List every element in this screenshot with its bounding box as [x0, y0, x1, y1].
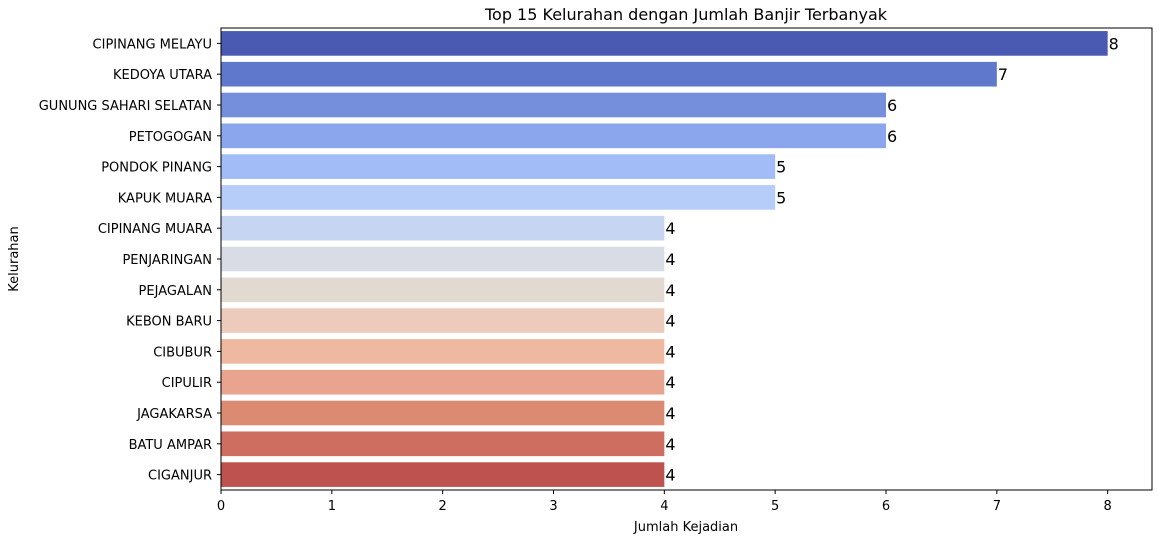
x-tick-label: 7	[993, 499, 1001, 514]
bars-group	[221, 31, 1108, 487]
y-tick-label: CIBUBUR	[153, 345, 212, 360]
data-label: 5	[776, 158, 786, 177]
data-label: 4	[665, 466, 675, 485]
x-ticks: 0 1 2 3 4 5 6 7 8	[217, 490, 1112, 514]
bar	[221, 308, 665, 333]
data-label: 4	[665, 404, 675, 423]
y-tick-label: PEJAGALAN	[139, 284, 212, 299]
data-label: 4	[665, 219, 675, 238]
bar	[221, 92, 886, 118]
y-tick-label: CIPINANG MELAYU	[93, 37, 212, 52]
x-tick-label: 3	[549, 499, 557, 514]
data-label: 4	[665, 312, 675, 331]
data-label: 6	[887, 127, 897, 146]
bar	[221, 339, 665, 364]
data-label: 5	[776, 188, 786, 207]
bar	[221, 369, 665, 395]
bar	[221, 185, 776, 210]
bar	[221, 154, 776, 179]
data-label: 8	[1109, 34, 1119, 53]
y-tick-label: KAPUK MUARA	[118, 191, 212, 206]
y-axis-label: Kelurahan	[7, 226, 22, 291]
x-tick-label: 1	[328, 499, 336, 514]
data-label: 7	[998, 65, 1008, 84]
bar	[221, 462, 665, 487]
x-tick-label: 5	[771, 499, 779, 514]
plot-frame	[220, 27, 1153, 491]
data-label: 4	[665, 373, 675, 392]
data-label: 6	[887, 96, 897, 115]
y-tick-label: PETOGOGAN	[129, 130, 212, 145]
y-tick-label: PENJARINGAN	[122, 253, 212, 268]
x-tick-label: 0	[217, 499, 225, 514]
bar	[221, 123, 886, 149]
y-tick-label: CIPINANG MUARA	[98, 222, 212, 237]
data-labels: 8 7 6 6 5 5 4 4 4 4 4 4 4 4 4	[665, 34, 1119, 484]
data-label: 4	[665, 281, 675, 300]
x-tick-label: 8	[1104, 499, 1112, 514]
data-label: 4	[665, 342, 675, 361]
x-tick-label: 6	[882, 499, 890, 514]
bar	[221, 431, 665, 457]
y-tick-label: BATU AMPAR	[129, 438, 212, 453]
y-tick-labels: CIPINANG MELAYU KEDOYA UTARA GUNUNG SAHARI…	[39, 37, 221, 484]
data-label: 4	[665, 250, 675, 269]
bar	[221, 61, 997, 87]
bar	[221, 400, 665, 426]
x-tick-label: 4	[660, 499, 668, 514]
y-tick-label: KEDOYA UTARA	[113, 68, 212, 83]
bar	[221, 215, 665, 241]
x-axis-label: Jumlah Kejadian	[633, 520, 738, 535]
y-tick-label: KEBON BARU	[126, 315, 212, 330]
y-tick-label: GUNUNG SAHARI SELATAN	[39, 99, 212, 114]
chart-title: Top 15 Kelurahan dengan Jumlah Banjir Te…	[484, 5, 888, 24]
data-label: 4	[665, 435, 675, 454]
x-tick-label: 2	[439, 499, 447, 514]
y-tick-label: PONDOK PINANG	[101, 161, 212, 176]
y-tick-label: CIGANJUR	[148, 469, 212, 484]
y-tick-label: CIPULIR	[162, 376, 212, 391]
bar	[221, 246, 665, 272]
bar	[221, 277, 665, 303]
bar	[221, 31, 1108, 56]
y-tick-label: JAGAKARSA	[136, 407, 212, 422]
